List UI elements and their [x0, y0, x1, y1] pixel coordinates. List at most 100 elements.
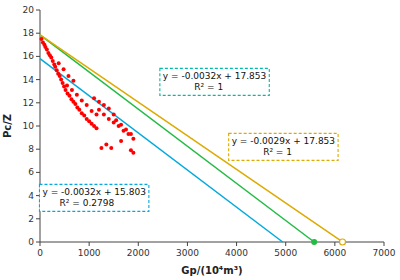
annotation: y = -0.0032x + 15.803 R² = 0.2798	[39, 184, 148, 211]
endpoint-marker	[340, 239, 346, 245]
y-tick	[36, 149, 40, 150]
data-point	[65, 83, 69, 87]
annotation-box	[39, 184, 148, 211]
data-point	[59, 78, 63, 82]
y-axis-label: Pc/Z	[2, 114, 13, 138]
annotation-box	[229, 133, 338, 160]
y-tick-label: 20	[23, 5, 35, 15]
x-tick-label: 1000	[78, 248, 101, 258]
y-tick-label: 0	[28, 237, 34, 247]
data-point	[114, 118, 118, 122]
data-point	[129, 132, 133, 136]
y-tick	[36, 33, 40, 34]
annotation-line: R² = 1	[232, 147, 292, 157]
endpoint-marker	[311, 239, 317, 245]
data-point	[39, 37, 43, 41]
y-tick-label: 2	[28, 214, 34, 224]
annotation-text: y = -0.0032x + 17.853 R² = 1	[163, 71, 266, 92]
x-tick-label: 6000	[323, 248, 346, 258]
data-point	[71, 79, 75, 83]
data-point	[97, 108, 101, 112]
y-tick	[36, 102, 40, 103]
data-point	[75, 93, 79, 97]
data-point	[107, 117, 111, 121]
data-point	[109, 146, 113, 150]
x-tick	[138, 242, 139, 246]
annotation-text: y = -0.0032x + 15.803 R² = 0.2798	[42, 187, 145, 208]
data-point	[45, 47, 49, 51]
y-tick-label: 4	[28, 191, 34, 201]
data-point	[92, 96, 96, 100]
data-point	[99, 146, 103, 150]
annotation-box	[160, 68, 269, 95]
x-axis	[40, 242, 384, 243]
annotation-line: y = -0.0032x + 15.803	[42, 187, 145, 197]
x-tick-label: 7000	[373, 248, 396, 258]
annotation: y = -0.0032x + 17.853 R² = 1	[160, 68, 269, 95]
data-point	[97, 100, 101, 104]
annotation-text: y = -0.0029x + 17.853 R² = 1	[232, 136, 335, 157]
data-point	[57, 61, 61, 65]
annotation-line: y = -0.0029x + 17.853	[232, 136, 335, 146]
x-tick	[187, 242, 188, 246]
annotation-line: y = -0.0032x + 17.853	[163, 71, 266, 81]
data-point	[49, 56, 53, 60]
data-point	[95, 126, 99, 130]
y-tick-label: 12	[23, 98, 34, 108]
data-point	[107, 107, 111, 111]
y-tick-label: 16	[23, 51, 35, 61]
x-axis-label: Gp/(10⁴m³)	[181, 265, 242, 276]
data-point	[80, 98, 84, 102]
data-point	[102, 103, 106, 107]
plot-area	[39, 35, 345, 245]
data-point	[95, 112, 99, 116]
annotation: y = -0.0029x + 17.853 R² = 1	[229, 133, 338, 160]
y-tick	[36, 10, 40, 11]
x-tick	[285, 242, 286, 246]
y-tick-label: 10	[23, 121, 35, 131]
x-tick-label: 3000	[176, 248, 199, 258]
x-tick	[384, 242, 385, 246]
data-point	[67, 74, 71, 78]
data-point	[55, 68, 59, 72]
x-tick	[40, 242, 41, 246]
data-point	[67, 94, 71, 98]
x-tick	[236, 242, 237, 246]
data-point	[70, 88, 74, 92]
data-point	[61, 81, 65, 85]
x-tick-label: 2000	[127, 248, 150, 258]
x-tick-label: 0	[37, 248, 43, 258]
y-tick-label: 8	[28, 144, 34, 154]
data-point	[90, 109, 94, 113]
y-tick	[36, 172, 40, 173]
y-tick	[36, 56, 40, 57]
chart: 0100020003000400050006000700002468101214…	[0, 0, 400, 280]
y-tick	[36, 242, 40, 243]
data-point	[104, 143, 108, 147]
data-point	[82, 114, 86, 118]
data-point	[62, 67, 66, 71]
annotation-line: R² = 0.2798	[42, 198, 114, 208]
data-point	[102, 112, 106, 116]
y-tick	[36, 79, 40, 80]
data-point	[119, 123, 123, 127]
data-point	[51, 59, 55, 63]
y-tick	[36, 218, 40, 219]
data-point	[73, 102, 77, 106]
annotation-line: R² = 1	[163, 82, 223, 92]
data-point	[64, 88, 68, 92]
data-point	[112, 112, 116, 116]
data-point	[58, 74, 62, 78]
data-point	[131, 151, 135, 155]
trend-line	[40, 35, 343, 242]
data-point	[85, 103, 89, 107]
data-point	[124, 127, 128, 131]
data-point	[131, 137, 135, 141]
data-point	[77, 108, 81, 112]
y-tick-label: 18	[23, 28, 35, 38]
data-point	[53, 65, 57, 69]
data-point	[119, 139, 123, 143]
x-tick	[334, 242, 335, 246]
x-tick	[89, 242, 90, 246]
y-tick-label: 6	[28, 167, 34, 177]
